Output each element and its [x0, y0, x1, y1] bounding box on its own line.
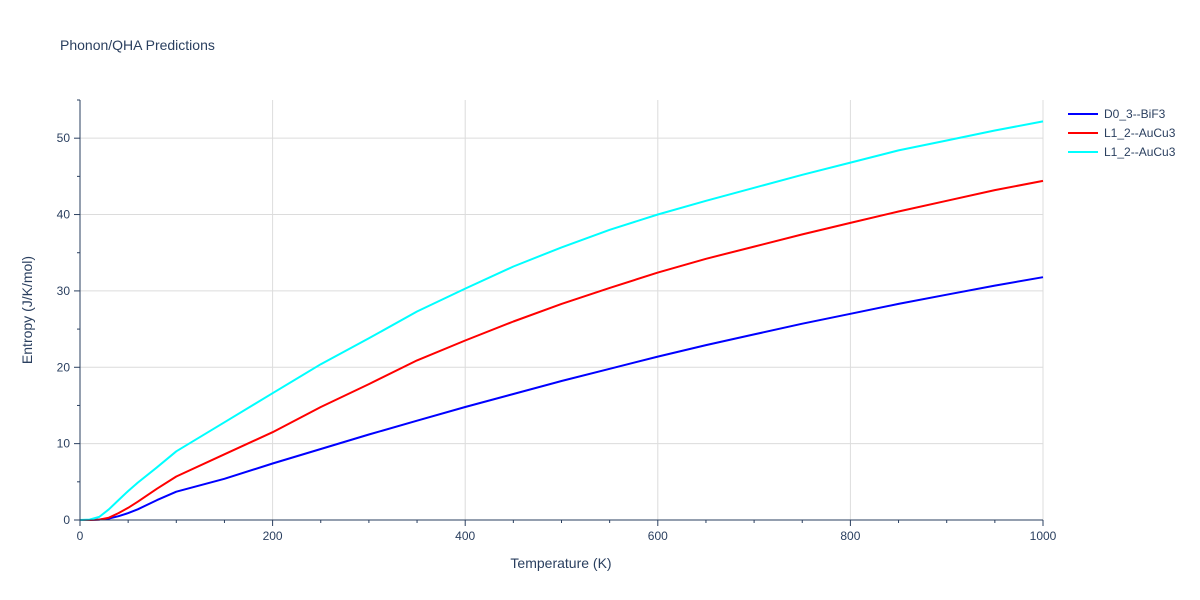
y-axis-label: Entropy (J/K/mol) — [19, 256, 35, 364]
legend-item-3[interactable]: L1_2--AuCu3 — [1068, 145, 1176, 159]
x-tick-label: 0 — [77, 529, 84, 543]
x-tick-label: 1000 — [1030, 529, 1057, 543]
plot-area — [79, 120, 1044, 521]
x-tick-label: 800 — [840, 529, 860, 543]
x-axis-label: Temperature (K) — [510, 555, 611, 571]
y-tick-label: 40 — [57, 208, 71, 222]
y-tick-label: 0 — [63, 513, 70, 527]
legend-item-1[interactable]: D0_3--BiF3 — [1068, 107, 1166, 121]
series-line-3[interactable] — [79, 120, 1044, 521]
axes: 0 200 400 600 800 1000 0 10 20 30 40 50 — [57, 99, 1057, 543]
chart-title: Phonon/QHA Predictions — [60, 37, 215, 53]
series-line-1[interactable] — [80, 276, 1044, 521]
legend-item-2[interactable]: L1_2--AuCu3 — [1068, 126, 1176, 140]
legend-label: L1_2--AuCu3 — [1104, 145, 1176, 159]
x-tick-label: 200 — [263, 529, 283, 543]
y-tick-label: 30 — [57, 284, 71, 298]
legend-label: D0_3--BiF3 — [1104, 107, 1166, 121]
y-tick-label: 10 — [57, 437, 71, 451]
series-line-2[interactable] — [80, 179, 1044, 521]
y-tick-label: 50 — [57, 131, 71, 145]
legend-label: L1_2--AuCu3 — [1104, 126, 1176, 140]
x-tick-label: 400 — [455, 529, 475, 543]
y-tick-label: 20 — [57, 360, 71, 374]
x-tick-label: 600 — [648, 529, 668, 543]
legend[interactable]: D0_3--BiF3 L1_2--AuCu3 L1_2--AuCu3 — [1068, 107, 1176, 159]
gridlines — [80, 100, 1044, 520]
